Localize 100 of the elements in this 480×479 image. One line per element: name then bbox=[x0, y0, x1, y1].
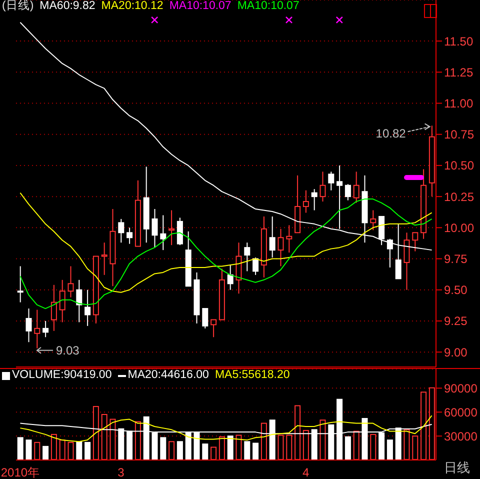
candlestick bbox=[320, 171, 326, 202]
candlestick bbox=[126, 227, 133, 244]
candlestick bbox=[236, 242, 242, 294]
bar bbox=[160, 437, 166, 460]
bar bbox=[50, 434, 57, 460]
candlestick bbox=[353, 171, 360, 204]
candlestick bbox=[176, 217, 183, 246]
bar bbox=[59, 440, 66, 460]
candlestick bbox=[269, 216, 276, 258]
bar bbox=[34, 442, 40, 460]
candlestick bbox=[227, 264, 234, 290]
candlestick bbox=[370, 210, 376, 231]
bar bbox=[227, 436, 234, 460]
candlestick bbox=[252, 257, 259, 276]
bar bbox=[110, 418, 116, 460]
bar bbox=[412, 436, 418, 460]
bar bbox=[420, 392, 427, 460]
bar bbox=[252, 442, 259, 460]
bar bbox=[353, 430, 360, 460]
text: 日线 bbox=[444, 459, 470, 477]
bar bbox=[344, 436, 351, 460]
bar bbox=[68, 442, 74, 460]
candlestick bbox=[84, 289, 91, 326]
bar bbox=[294, 405, 301, 460]
bar bbox=[218, 436, 225, 460]
candlestick bbox=[160, 214, 166, 251]
bar bbox=[202, 444, 208, 460]
candlestick bbox=[34, 309, 40, 349]
bar bbox=[101, 414, 108, 460]
line-series bbox=[20, 192, 432, 293]
bar bbox=[386, 440, 393, 460]
y-tick-label: 90000 bbox=[444, 381, 478, 396]
x-tick-label: 3 bbox=[118, 466, 125, 479]
bar bbox=[176, 441, 183, 460]
candlestick bbox=[378, 216, 385, 246]
bar bbox=[244, 441, 250, 460]
y-tick-label: 60000 bbox=[444, 405, 478, 420]
y-tick-label: 30000 bbox=[444, 429, 478, 444]
candlestick bbox=[50, 284, 57, 332]
annotation: 9.03 bbox=[56, 343, 80, 358]
bar bbox=[134, 421, 141, 460]
y-tick-label: 10.50 bbox=[444, 158, 474, 173]
y-tick-label: 9.00 bbox=[444, 345, 468, 360]
candlestick bbox=[68, 266, 74, 298]
legend-label: VOLUME:90419.00 bbox=[11, 369, 112, 382]
candlestick bbox=[311, 188, 318, 211]
y-tick-label: 9.75 bbox=[444, 252, 468, 266]
legend-label: MA20:44616.00 bbox=[126, 369, 209, 382]
x-tick-label: 2010年 bbox=[0, 466, 40, 479]
candlestick bbox=[118, 218, 124, 244]
y-tick-label: 9.50 bbox=[444, 283, 468, 298]
bar bbox=[286, 434, 292, 460]
bar bbox=[278, 434, 284, 460]
bar bbox=[92, 406, 99, 460]
annotation: 10.82 bbox=[376, 126, 406, 141]
candlestick bbox=[76, 279, 82, 323]
candlestick bbox=[404, 232, 410, 290]
text: MA20:10.12 bbox=[101, 0, 164, 13]
bar bbox=[42, 446, 49, 460]
bar bbox=[260, 422, 267, 460]
bar bbox=[320, 420, 326, 460]
y-tick-label: 10.25 bbox=[444, 190, 474, 204]
candlestick bbox=[412, 232, 418, 252]
bar bbox=[26, 440, 32, 460]
series-label: MA60:9.82 bbox=[40, 0, 96, 13]
bar bbox=[76, 441, 82, 460]
line-series bbox=[20, 415, 432, 442]
candlestick bbox=[302, 190, 309, 214]
candlestick bbox=[101, 242, 108, 276]
bar bbox=[302, 430, 309, 460]
bar bbox=[84, 442, 91, 460]
candlestick bbox=[59, 279, 66, 323]
bar bbox=[404, 429, 410, 460]
candlestick bbox=[278, 228, 284, 267]
candlestick bbox=[328, 171, 334, 191]
bar bbox=[168, 441, 175, 460]
candlestick bbox=[17, 266, 24, 303]
candlestick bbox=[344, 184, 351, 201]
candlestick bbox=[336, 164, 343, 230]
text: MA10:10.07 bbox=[237, 0, 300, 13]
bar bbox=[236, 434, 242, 460]
bar bbox=[17, 437, 24, 460]
candlestick bbox=[286, 224, 292, 254]
candlestick bbox=[202, 308, 208, 329]
candlestick bbox=[244, 242, 250, 272]
y-tick-label: 11.00 bbox=[444, 96, 474, 111]
y-tick-label: 11.50 bbox=[444, 34, 474, 48]
x-tick-label: 4 bbox=[302, 466, 310, 479]
bar bbox=[210, 446, 217, 460]
text: MA5:55618.20 bbox=[214, 369, 290, 382]
y-tick-label: 9.25 bbox=[444, 314, 468, 328]
bar bbox=[370, 434, 376, 460]
y-tick-label: 10.00 bbox=[444, 220, 474, 235]
y-tick-label: 10.75 bbox=[444, 128, 474, 142]
candlestick bbox=[42, 320, 49, 338]
series-label: MA10:10.07 bbox=[169, 0, 232, 13]
y-tick-label: 11.25 bbox=[444, 65, 474, 80]
candlestick bbox=[26, 308, 32, 343]
candlestick bbox=[168, 210, 175, 246]
bar bbox=[428, 387, 435, 460]
